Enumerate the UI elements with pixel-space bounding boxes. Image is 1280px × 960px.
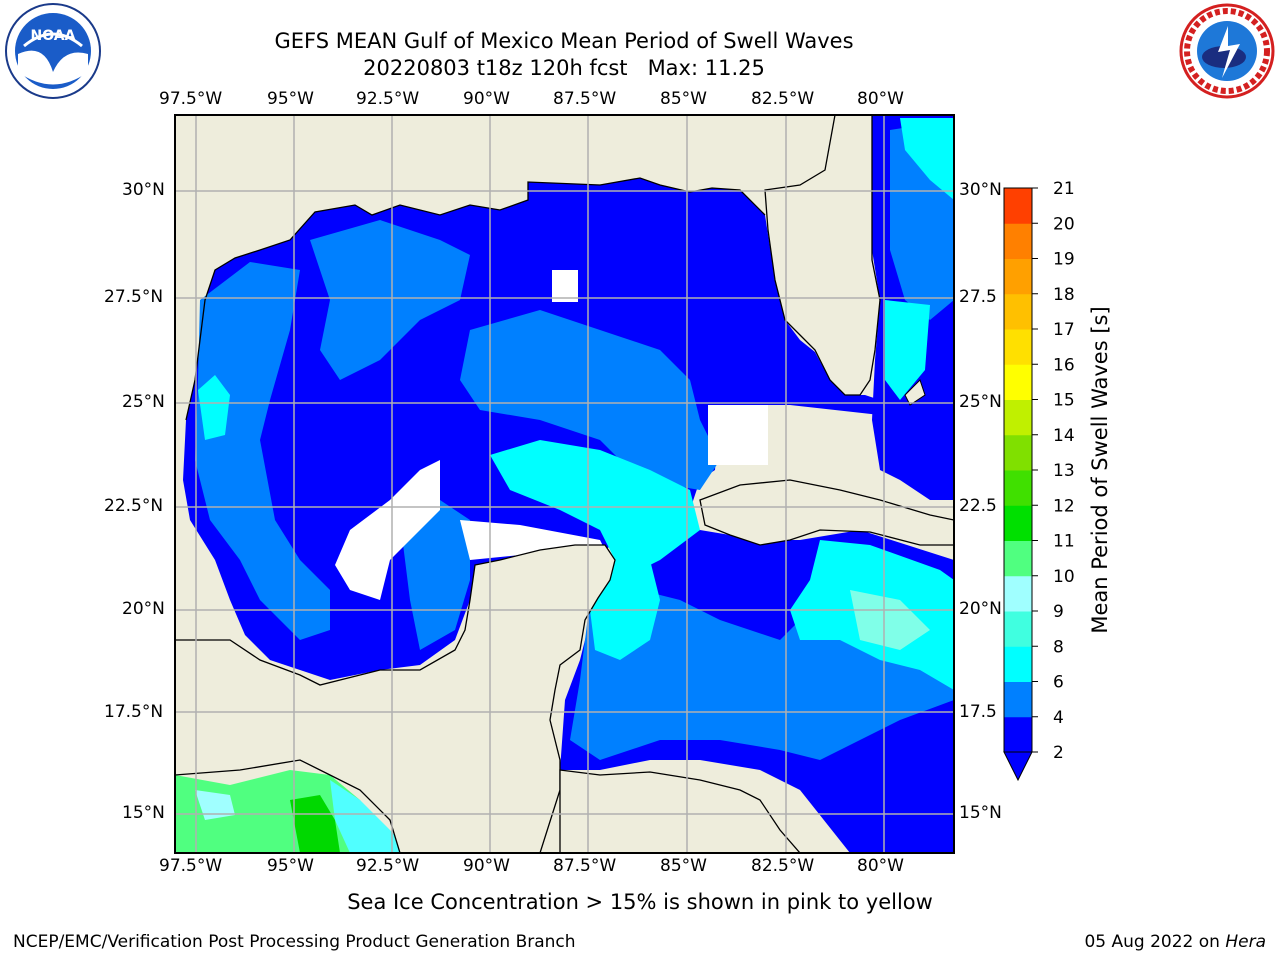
lat-label-right-4: 22.5 [959, 496, 997, 516]
colorbar-tick-label: 18 [1053, 285, 1075, 305]
lat-label-left-6: 17.5°N [104, 702, 164, 722]
colorbar-tick-label: 12 [1053, 496, 1075, 516]
lat-label-right-2: 27.5 [959, 287, 997, 307]
lon-label-top-2: 95°W [267, 89, 314, 109]
colorbar-bin [1004, 223, 1032, 259]
colorbar-tick-label: 8 [1053, 637, 1064, 657]
colorbar-extend-arrow [1003, 751, 1033, 782]
colorbar-tick-label: 14 [1053, 426, 1075, 446]
nws-logo [1176, 2, 1278, 100]
lon-label-bottom-2: 95°W [267, 856, 314, 876]
lon-label-top-8: 80°W [857, 89, 904, 109]
gulf-cyan-southwest [198, 375, 230, 440]
noaa-logo-text: NOAA [31, 28, 76, 44]
lat-label-left-7: 15°N [122, 803, 165, 823]
colorbar-tick-label: 10 [1053, 567, 1075, 587]
lat-label-left-5: 20°N [122, 599, 165, 619]
map-title: GEFS MEAN Gulf of Mexico Mean Period of … [274, 29, 854, 53]
sea-ice-note: Sea Ice Concentration > 15% is shown in … [347, 890, 933, 914]
yucatan-land [175, 544, 616, 853]
footer-date-text: 05 Aug 2022 on [1084, 932, 1226, 952]
colorbar-bin [1004, 329, 1032, 365]
lon-label-bottom-1: 97.5°W [159, 856, 223, 876]
pacific-green [290, 795, 340, 853]
lon-label-top-4: 90°W [463, 89, 510, 109]
footer-machine: Hera [1225, 932, 1266, 952]
florida-land [764, 115, 881, 396]
colorbar-bin [1004, 434, 1032, 471]
noaa-logo: NOAA [4, 2, 102, 100]
colorbar-bin [1004, 293, 1032, 330]
lon-label-top-7: 82.5°W [751, 89, 815, 109]
colorbar-tick-label: 9 [1053, 602, 1064, 622]
cuba-land [699, 479, 954, 546]
gulf-band-west [195, 262, 330, 640]
colorbar-label: Mean Period of Swell Waves [s] [1088, 306, 1112, 633]
lat-label-left-2: 27.5°N [104, 287, 164, 307]
colorbar-tick-label: 20 [1053, 214, 1075, 234]
nodata-patch-1 [335, 460, 440, 600]
pacific-lightcyan [195, 790, 235, 820]
footer-branch: NCEP/EMC/Verification Post Processing Pr… [13, 932, 576, 952]
lon-label-bottom-5: 87.5°W [553, 856, 617, 876]
lat-label-right-1: 30°N [959, 180, 1002, 200]
colorbar-bin [1004, 188, 1032, 224]
colorbar-bin [1004, 646, 1032, 682]
colorbar-tick-label: 4 [1053, 708, 1064, 728]
central-america-land [559, 769, 801, 853]
colorbar-bin [1004, 258, 1032, 295]
colorbar-bin [1004, 470, 1032, 506]
colorbar-tick-label: 15 [1053, 391, 1075, 411]
colorbar-bin [1004, 611, 1032, 647]
colorbar-tick-label: 17 [1053, 320, 1075, 340]
colorbar-tick-label: 21 [1053, 179, 1075, 199]
lat-label-right-7: 15°N [959, 803, 1002, 823]
atlantic-cyan-2 [885, 300, 930, 400]
pacific-cyan [330, 780, 410, 853]
lon-label-top-3: 92.5°W [356, 89, 420, 109]
lat-label-left-3: 25°N [122, 392, 165, 412]
colorbar-tick-label: 19 [1053, 250, 1075, 270]
lon-label-top-5: 87.5°W [553, 89, 617, 109]
colorbar-bin [1004, 399, 1032, 436]
lon-label-bottom-3: 92.5°W [356, 856, 420, 876]
lon-label-top-1: 97.5°W [159, 89, 223, 109]
lon-label-bottom-8: 80°W [857, 856, 904, 876]
caribbean-lightcyan [850, 590, 930, 650]
gulf-band-east [460, 310, 720, 490]
lon-label-bottom-7: 82.5°W [751, 856, 815, 876]
colorbar-bin [1004, 716, 1032, 753]
colorbar-bin [1004, 505, 1032, 541]
lat-label-right-6: 17.5 [959, 702, 997, 722]
colorbar-bin [1004, 364, 1032, 400]
colorbar-tick-label: 11 [1053, 532, 1075, 552]
colorbar: 2 4 6 8 9 10 11 12 13 14 15 16 17 18 19 20 21 [1003, 179, 1075, 782]
lat-label-left-1: 30°N [122, 180, 165, 200]
footer-date: 05 Aug 2022 on Hera [1084, 932, 1266, 952]
nodata-patch-3 [708, 405, 768, 465]
grid-lines [175, 115, 954, 853]
lon-label-bottom-4: 90°W [463, 856, 510, 876]
atlantic-east-cyan [900, 118, 954, 200]
bahamas-island [904, 379, 926, 406]
colorbar-bin [1004, 540, 1032, 577]
us-coast-line [185, 177, 766, 421]
colorbar-tick-label: 2 [1053, 743, 1064, 763]
lat-label-right-3: 25°N [959, 392, 1002, 412]
gulf-band-south [400, 500, 470, 650]
lon-label-top-6: 85°W [660, 89, 707, 109]
lat-label-left-4: 22.5°N [104, 496, 164, 516]
map-frame [174, 114, 955, 854]
nodata-patch-2 [552, 270, 578, 302]
colorbar-tick-label: 16 [1053, 355, 1075, 375]
colorbar-bin [1004, 575, 1032, 612]
lat-label-right-5: 20°N [959, 599, 1002, 619]
colorbar-tick-label: 13 [1053, 461, 1075, 481]
gulf-band-north [310, 220, 470, 380]
colorbar-bin [1004, 681, 1032, 718]
lon-label-bottom-6: 85°W [660, 856, 707, 876]
map-subtitle: 20220803 t18z 120h fcst Max: 11.25 [363, 56, 765, 80]
colorbar-tick-label: 6 [1053, 673, 1064, 693]
